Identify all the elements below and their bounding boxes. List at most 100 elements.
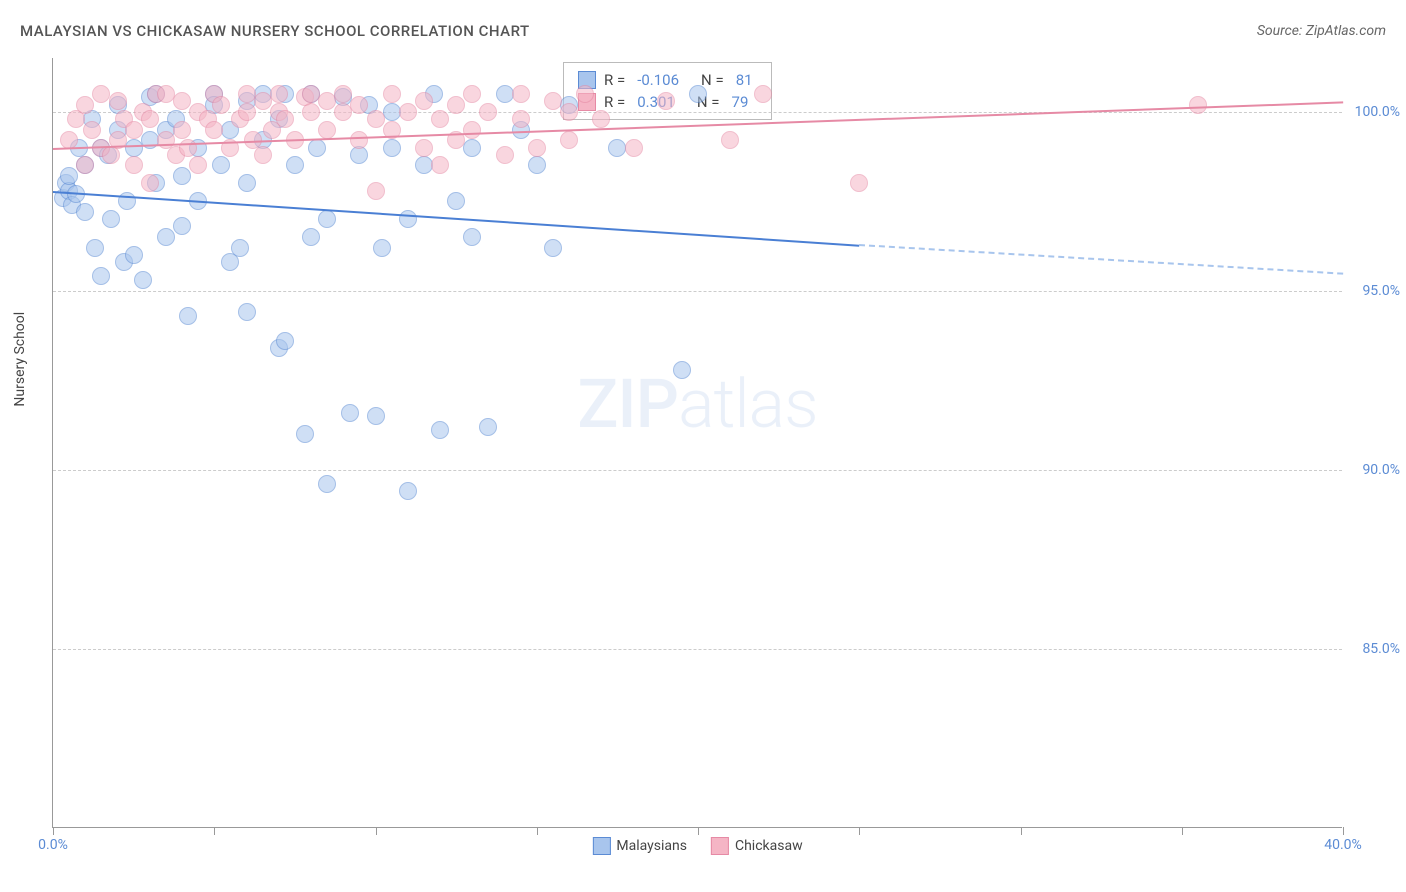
scatter-point	[125, 156, 143, 174]
scatter-point	[238, 303, 256, 321]
scatter-point	[92, 267, 110, 285]
legend-swatch	[711, 837, 729, 855]
scatter-point	[447, 96, 465, 114]
scatter-point	[399, 103, 417, 121]
scatter-point	[383, 139, 401, 157]
scatter-point	[125, 121, 143, 139]
bottom-legend-item: Chickasaw	[711, 837, 803, 855]
scatter-point	[212, 96, 230, 114]
scatter-point	[141, 174, 159, 192]
scatter-point	[173, 167, 191, 185]
chart-title: MALAYSIAN VS CHICKASAW NURSERY SCHOOL CO…	[20, 22, 530, 40]
scatter-point	[125, 246, 143, 264]
scatter-point	[625, 139, 643, 157]
scatter-point	[141, 110, 159, 128]
gridline	[53, 291, 1342, 292]
legend-r-label: R =	[604, 71, 625, 89]
chart-plot-area: ZIPatlas R =-0.106N =81R =0.301N =79 Mal…	[52, 58, 1342, 828]
scatter-point	[238, 103, 256, 121]
scatter-point	[463, 228, 481, 246]
scatter-point	[76, 156, 94, 174]
x-tick	[859, 827, 860, 835]
scatter-point	[447, 192, 465, 210]
scatter-point	[560, 103, 578, 121]
scatter-point	[431, 421, 449, 439]
scatter-point	[576, 85, 594, 103]
scatter-point	[479, 418, 497, 436]
scatter-point	[496, 146, 514, 164]
scatter-point	[238, 174, 256, 192]
scatter-point	[721, 131, 739, 149]
scatter-point	[415, 139, 433, 157]
scatter-point	[415, 92, 433, 110]
scatter-point	[544, 239, 562, 257]
scatter-point	[431, 156, 449, 174]
scatter-point	[76, 203, 94, 221]
scatter-point	[367, 110, 385, 128]
scatter-point	[231, 239, 249, 257]
scatter-point	[431, 110, 449, 128]
scatter-point	[302, 228, 320, 246]
scatter-point	[528, 156, 546, 174]
x-tick	[1182, 827, 1183, 835]
scatter-point	[276, 110, 294, 128]
x-tick-label: 0.0%	[38, 837, 68, 853]
scatter-point	[83, 121, 101, 139]
y-tick-label: 90.0%	[1362, 462, 1400, 478]
legend-r-value: -0.106	[637, 71, 679, 89]
scatter-point	[308, 139, 326, 157]
trend-line	[859, 244, 1343, 275]
legend-series-name: Chickasaw	[735, 838, 803, 854]
scatter-point	[157, 228, 175, 246]
scatter-point	[383, 85, 401, 103]
scatter-point	[189, 156, 207, 174]
scatter-point	[318, 475, 336, 493]
scatter-point	[212, 156, 230, 174]
scatter-point	[179, 139, 197, 157]
scatter-point	[1189, 96, 1207, 114]
scatter-point	[102, 210, 120, 228]
chart-source: Source: ZipAtlas.com	[1257, 23, 1386, 39]
bottom-legend-item: Malaysians	[592, 837, 687, 855]
scatter-point	[179, 307, 197, 325]
legend-row: R = -0.106 N = 81	[578, 69, 757, 91]
y-tick-label: 95.0%	[1362, 283, 1400, 299]
scatter-point	[367, 182, 385, 200]
scatter-point	[544, 92, 562, 110]
scatter-point	[254, 146, 272, 164]
scatter-point	[350, 131, 368, 149]
scatter-point	[592, 110, 610, 128]
scatter-point	[173, 121, 191, 139]
scatter-point	[109, 92, 127, 110]
scatter-point	[754, 85, 772, 103]
scatter-point	[512, 85, 530, 103]
scatter-point	[399, 210, 417, 228]
scatter-point	[318, 121, 336, 139]
legend-series-name: Malaysians	[616, 838, 687, 854]
scatter-point	[173, 217, 191, 235]
series-legend: Malaysians Chickasaw	[592, 837, 802, 855]
x-tick	[698, 827, 699, 835]
y-tick-label: 85.0%	[1362, 641, 1400, 657]
scatter-point	[134, 271, 152, 289]
legend-n-value: 81	[736, 71, 753, 89]
x-tick	[53, 827, 54, 835]
scatter-point	[657, 92, 675, 110]
scatter-point	[318, 210, 336, 228]
legend-r-label: R =	[604, 93, 625, 111]
scatter-point	[86, 239, 104, 257]
legend-n-label: N =	[701, 71, 724, 89]
x-tick	[1021, 827, 1022, 835]
scatter-point	[673, 361, 691, 379]
scatter-point	[286, 156, 304, 174]
scatter-point	[512, 110, 530, 128]
scatter-point	[528, 139, 546, 157]
scatter-point	[689, 85, 707, 103]
watermark: ZIPatlas	[577, 364, 817, 444]
scatter-point	[463, 121, 481, 139]
x-tick	[1343, 827, 1344, 835]
scatter-point	[270, 85, 288, 103]
scatter-point	[341, 404, 359, 422]
x-tick	[214, 827, 215, 835]
scatter-point	[373, 239, 391, 257]
